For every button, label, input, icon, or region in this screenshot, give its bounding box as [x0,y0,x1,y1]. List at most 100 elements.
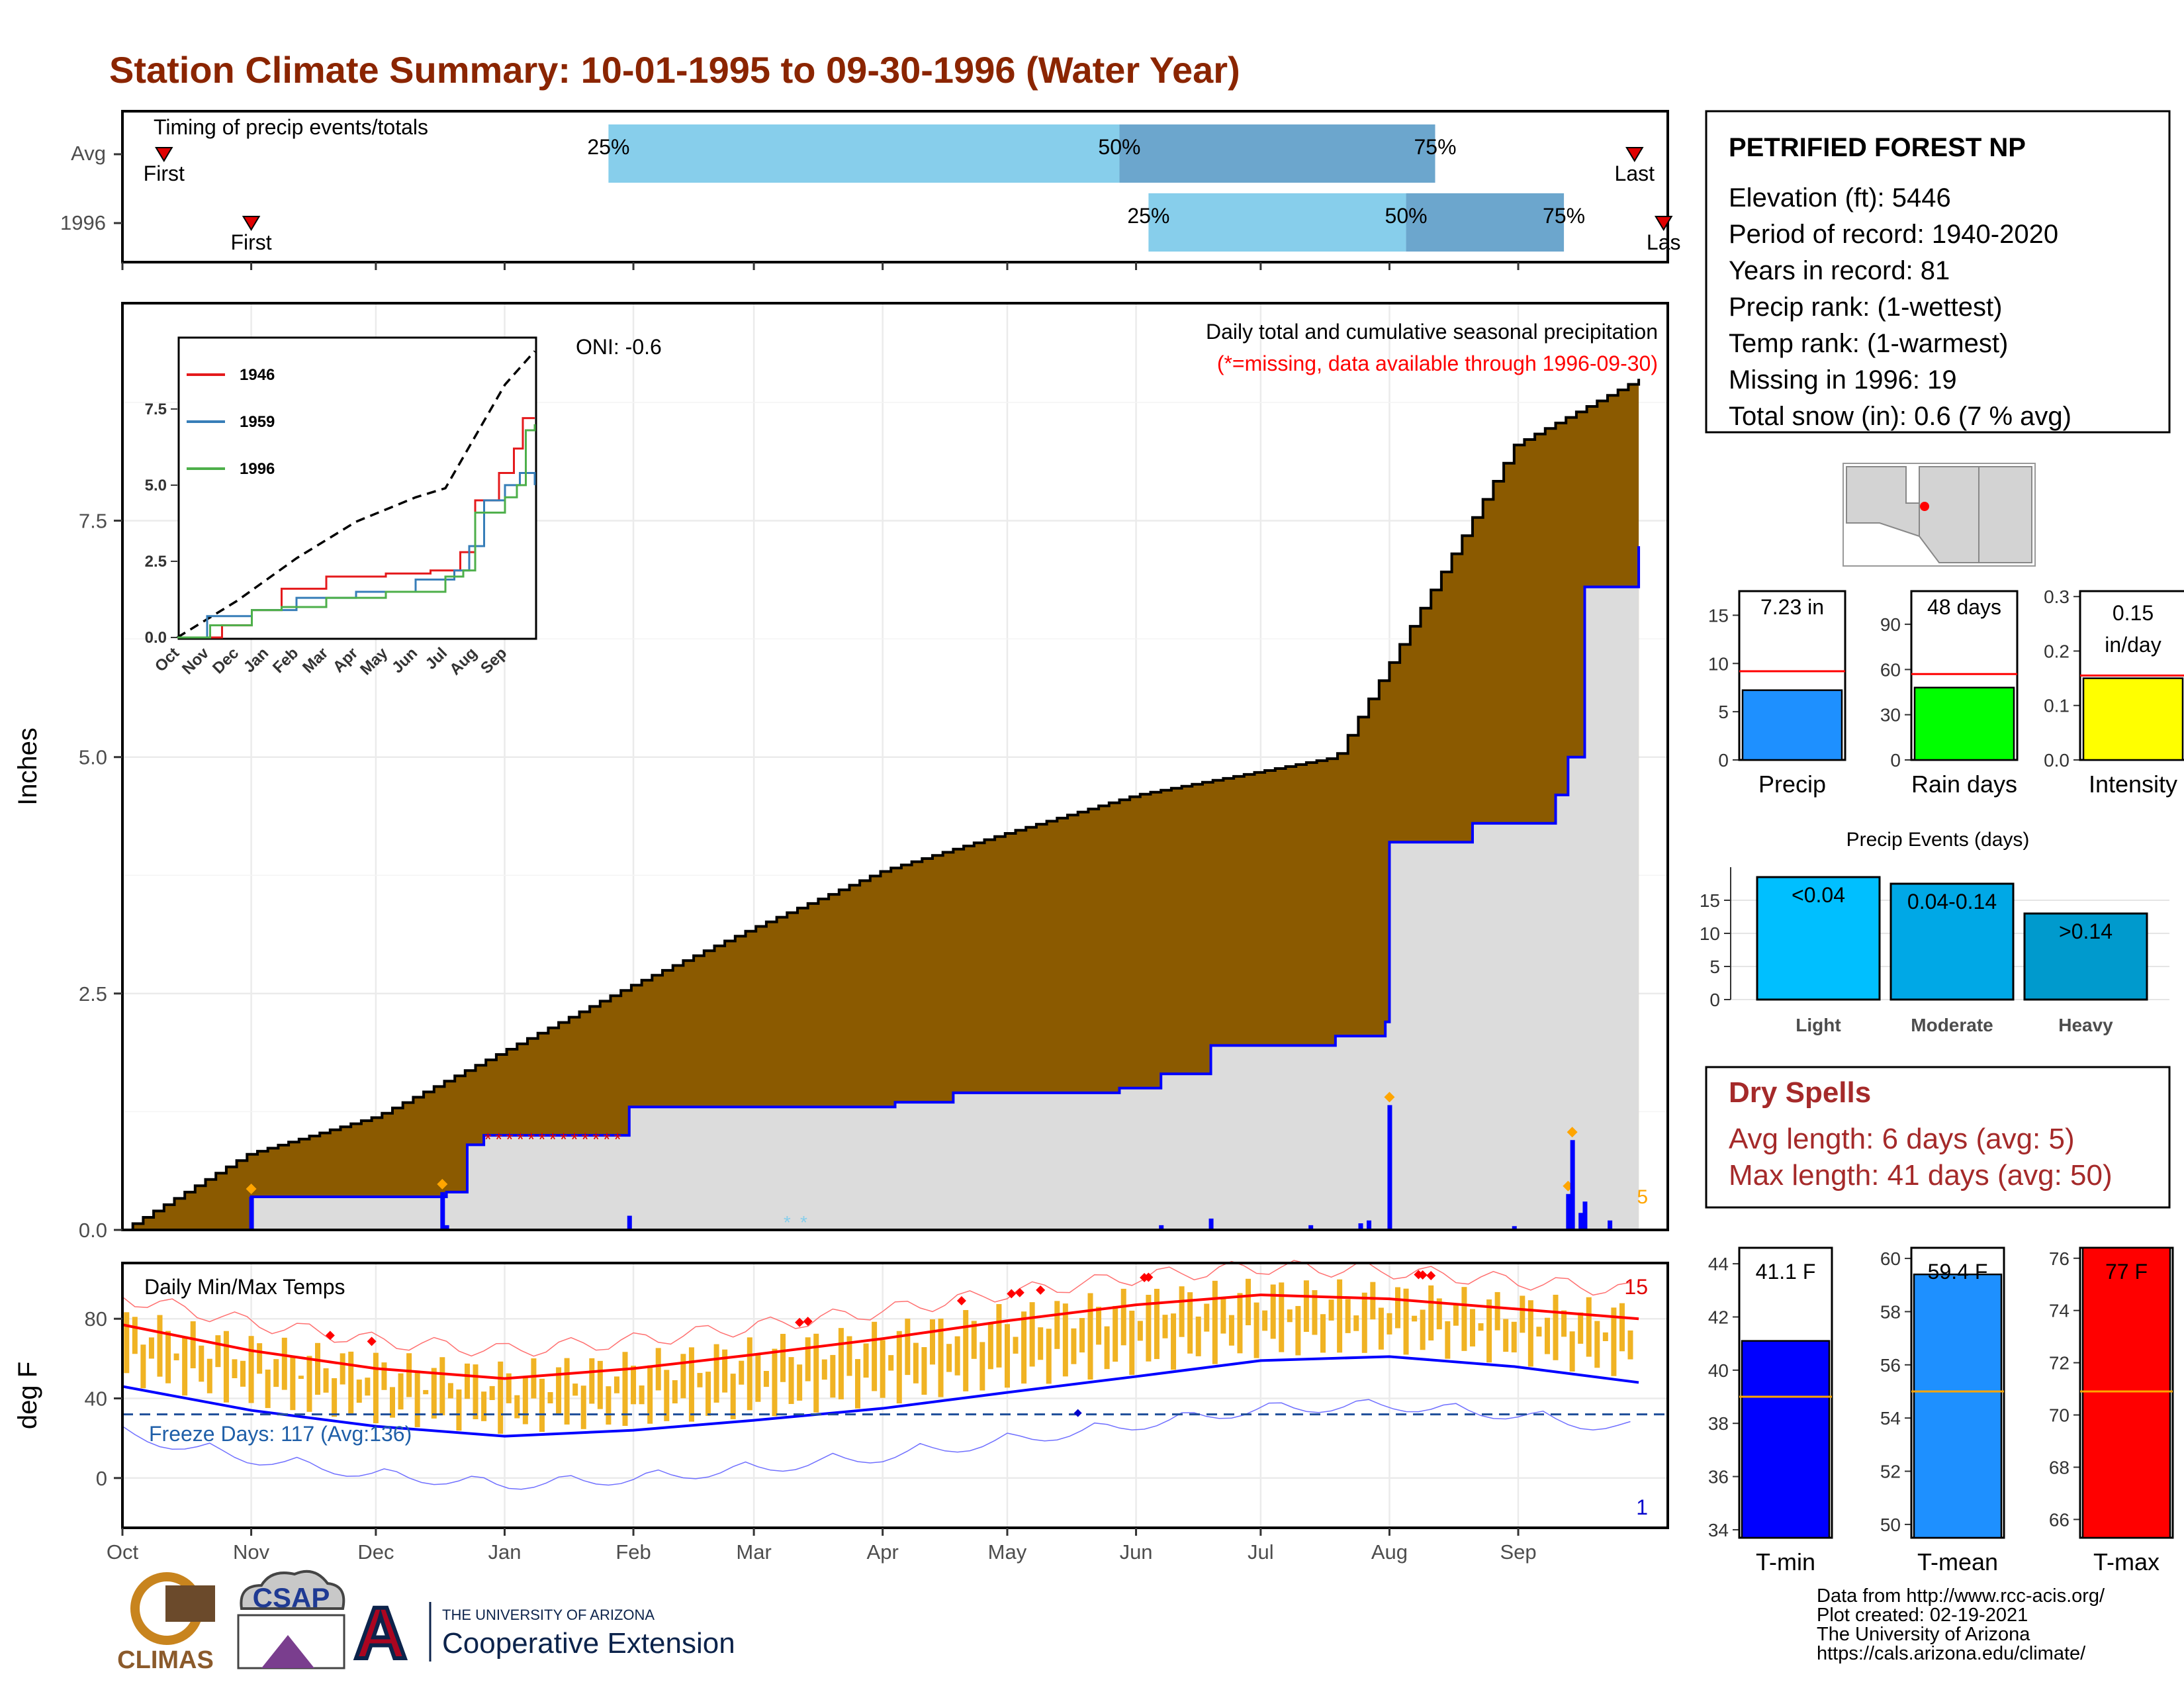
events-y-tick-label: 15 [1700,890,1720,911]
inset-legend-label: 1996 [240,460,275,478]
freeze-days: Freeze Days: 117 (Avg:136) [149,1422,412,1446]
precip-y-tick-label: 5.0 [79,746,107,769]
timing-p25-Avg: 25% [587,135,629,159]
daily-temp-range-bar [381,1362,387,1390]
daily-temp-range-bar [1295,1305,1301,1356]
events-category-label: Light [1796,1015,1841,1035]
mini-bar-value: 7.23 in [1760,595,1824,619]
missing-data-marker: * [570,1129,578,1149]
record-high-count: 15 [1624,1275,1648,1299]
climas-logo: CLIMAS [117,1572,215,1674]
month-label: Apr [867,1540,899,1564]
daily-temp-range-bar [639,1385,645,1405]
daily-temp-range-bar [1179,1286,1185,1337]
timing-row-label-avg: Avg [71,142,106,165]
temp-y-tick-label: 80 [85,1307,107,1331]
record-high-marker [325,1331,335,1340]
daily-temp-range-bar [1228,1315,1234,1346]
daily-temp-range-bar [398,1373,404,1410]
record-high-marker [1426,1271,1436,1281]
missing-note: (*=missing, data available through 1996-… [1217,352,1658,375]
daily-temp-range-bar [1461,1287,1467,1351]
daily-temp-range-bar [1246,1278,1251,1326]
mini-bar-unit: in/day [2105,633,2161,657]
mini-bar-y-tick-label: 90 [1880,614,1901,635]
record-low-line [122,1399,1631,1490]
inset-y-tick-label: 2.5 [145,553,167,571]
daily-temp-range-bar [1627,1330,1633,1360]
average-min-line [122,1355,1639,1438]
inset-frame [177,336,537,640]
precip-summary-bars: 0 5 10 15 7.23 in Precip 0 30 60 90 48 days Rain da… [1708,586,2184,798]
mini-bar-value: 48 days [1927,595,2001,619]
mini-bar-Precip [1741,689,1843,761]
temp-bar-label: T-mean [1917,1548,1998,1575]
daily-temp-range-bar [1162,1315,1168,1338]
record-high-marker [367,1336,377,1346]
daily-temp-range-bar [273,1359,279,1387]
daily-temp-range-bar [647,1365,653,1424]
daily-temp-range-bar [522,1378,528,1425]
temp-panel-title: Daily Min/Max Temps [144,1275,345,1299]
events-y-tick-label: 5 [1709,957,1720,977]
daily-temp-range-bar [1378,1307,1384,1350]
daily-temp-range-bar [240,1360,246,1387]
month-label: May [988,1540,1027,1564]
station-info-line: Precip rank: (1-wettest) [1729,293,2002,322]
daily-temp-range-bar [1578,1312,1584,1344]
last-label-1996: Las [1647,230,1681,254]
csap-logo-text: CSAP [253,1582,330,1613]
missing-data-marker: * [517,1129,524,1149]
temp-y-axis-label: deg F [13,1362,42,1429]
mini-bar-y-tick-label: 0.1 [2044,696,2070,716]
daily-temp-range-bar [1320,1314,1326,1353]
daily-temp-range-bar [1237,1293,1243,1354]
timing-p75-1996: 75% [1543,204,1585,228]
ua-name: THE UNIVERSITY OF ARIZONA [442,1607,655,1623]
daily-temp-range-bar [846,1336,852,1376]
month-label: Jan [488,1540,521,1564]
daily-temp-range-bar [730,1374,736,1419]
daily-temp-range-bar [547,1392,553,1404]
station-info-line: Temp rank: (1-warmest) [1729,329,2008,358]
daily-precip-bar [1608,1220,1613,1230]
precip-y-tick-label: 2.5 [79,982,107,1006]
daily-temp-range-bar [281,1337,287,1390]
daily-precip-bar [1570,1140,1575,1230]
temperature-summary-bars: 34 36 38 40 42 44 41.1 F T-min 50 52 54 56 58 60 59.4 … [1708,1246,2174,1575]
temp-bar-y-tick-label: 72 [2049,1353,2070,1374]
precip-y-tick-label: 7.5 [79,510,107,533]
inset-y-tick-label: 0.0 [145,629,167,647]
inset-y-tick-label: 7.5 [145,400,167,418]
temp-bar-y-tick-label: 58 [1880,1301,1901,1322]
missing-data-marker: * [495,1129,502,1149]
daily-precip-bar [1159,1225,1164,1230]
daily-temp-range-bar [1536,1327,1542,1336]
daily-temp-range-bar [423,1389,429,1395]
daily-temp-range-bar [199,1345,205,1382]
daily-temp-range-bar [215,1335,221,1368]
daily-temp-range-bar [755,1353,761,1402]
first-event-marker-1996 [242,216,261,231]
last-event-marker-1996 [1654,216,1673,231]
daily-temp-range-bar [539,1378,545,1432]
daily-temp-range-bar [1370,1282,1376,1320]
temp-bar-label: T-max [2093,1548,2160,1575]
temp-bar-y-tick-label: 60 [1880,1248,1901,1269]
daily-temp-range-bar [1137,1321,1143,1341]
daily-temp-range-bar [1553,1294,1559,1360]
daily-temp-range-bar [265,1369,271,1409]
location-map [1843,463,2036,567]
daily-temp-range-bar [1262,1310,1268,1331]
daily-temp-range-bar [365,1378,371,1396]
daily-temp-range-bar [1619,1303,1625,1352]
station-location-marker [1920,502,1929,511]
daily-temp-range-bar [1104,1326,1110,1370]
daily-temp-range-bar [1187,1292,1193,1354]
daily-temp-range-bar [1412,1315,1418,1322]
daily-temp-range-bar [190,1321,196,1369]
record-high-marker [795,1317,805,1327]
station-info-line: Years in record: 81 [1729,256,1950,285]
daily-temp-range-bar [1436,1298,1442,1330]
